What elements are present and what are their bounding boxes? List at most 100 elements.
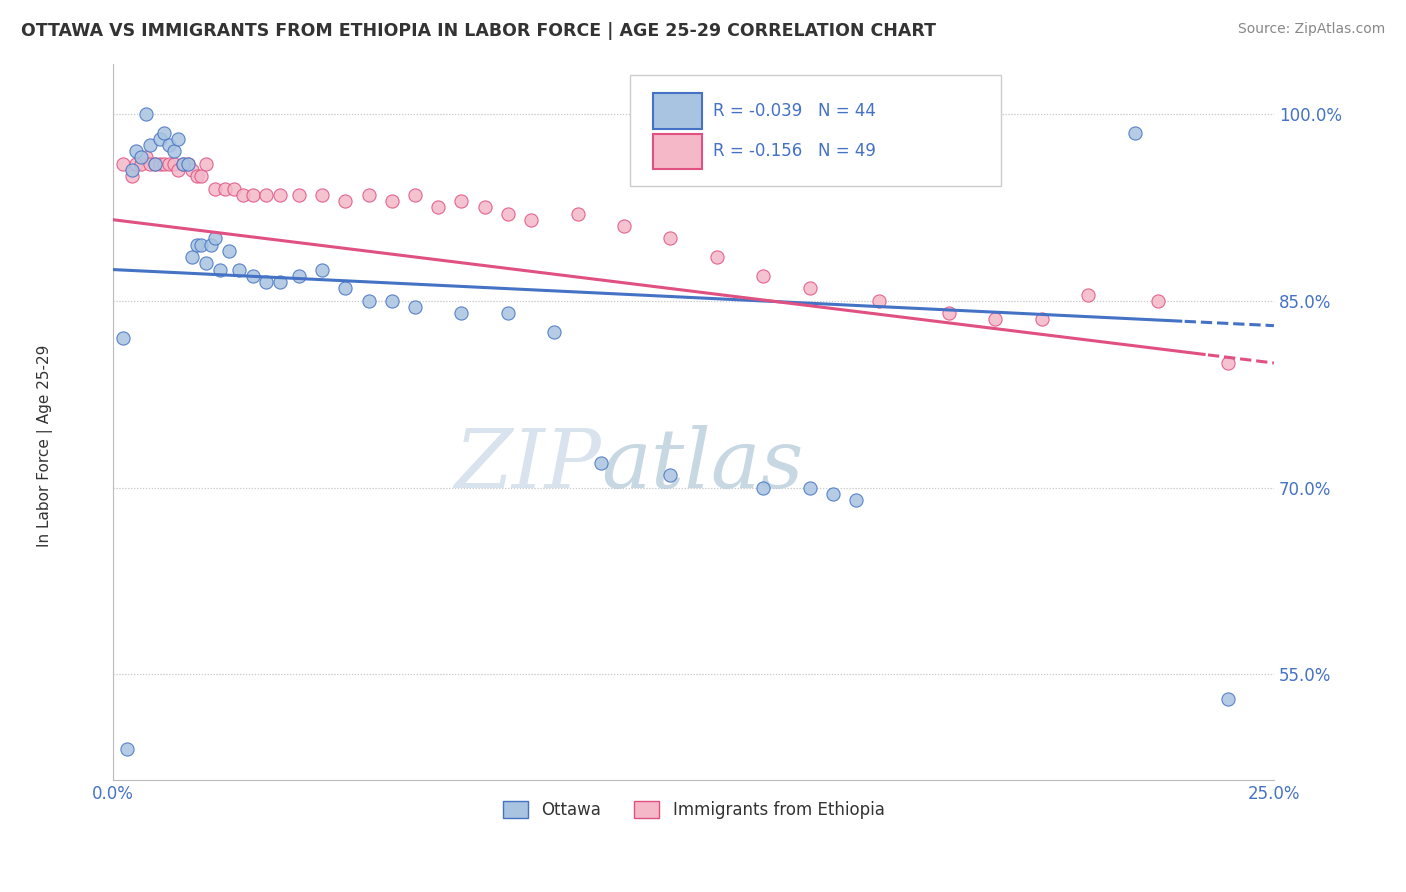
Point [115,742,138,756]
Point [162,157,184,171]
Point [153,126,176,140]
Point [496,306,519,320]
Point [121,163,143,178]
Point [143,157,166,171]
Point [256,187,278,202]
Point [938,306,960,320]
Point [311,187,333,202]
Point [474,200,496,214]
Point [129,157,152,171]
Point [311,262,333,277]
Point [222,181,245,195]
Point [149,132,172,146]
Text: R = -0.039   N = 44: R = -0.039 N = 44 [713,103,876,120]
Point [427,200,450,214]
Point [190,237,212,252]
Point [209,262,232,277]
Point [181,250,204,264]
Point [1123,126,1146,140]
Point [242,187,264,202]
Point [149,157,172,171]
Point [752,481,775,495]
Point [157,157,180,171]
Point [404,187,426,202]
Point [706,250,728,264]
Point [228,262,250,277]
Point [200,237,222,252]
Point [335,194,357,208]
Point [139,138,162,153]
Point [172,157,194,171]
Point [125,145,148,159]
Point [167,132,190,146]
Point [613,219,636,233]
Point [589,456,612,470]
Point [129,151,152,165]
Point [176,157,198,171]
Point [111,157,134,171]
Point [186,237,208,252]
Point [153,157,176,171]
Point [195,256,218,270]
Point [984,312,1007,326]
Point [167,163,190,178]
Text: Source: ZipAtlas.com: Source: ZipAtlas.com [1237,22,1385,37]
Point [357,293,380,308]
Point [256,275,278,289]
Point [232,187,254,202]
Point [1031,312,1053,326]
Point [186,169,208,183]
Point [659,468,682,483]
Point [162,145,184,159]
Point [111,331,134,345]
Point [139,157,162,171]
Point [659,231,682,245]
Point [1216,692,1239,706]
Point [135,107,157,121]
Point [450,194,472,208]
Legend: Ottawa, Immigrants from Ethiopia: Ottawa, Immigrants from Ethiopia [496,794,891,826]
Point [381,194,404,208]
Text: In Labor Force | Age 25-29: In Labor Force | Age 25-29 [37,345,53,547]
Point [496,206,519,220]
Point [1216,356,1239,370]
Point [752,268,775,283]
Point [799,281,821,295]
Point [821,487,844,501]
Point [288,268,311,283]
Text: R = -0.156   N = 49: R = -0.156 N = 49 [713,143,876,161]
Point [204,231,226,245]
FancyBboxPatch shape [630,75,1001,186]
Point [195,157,218,171]
Point [125,157,148,171]
Point [1147,293,1170,308]
Point [868,293,890,308]
Point [520,212,543,227]
Text: ZIP: ZIP [454,425,600,505]
Point [269,187,291,202]
Point [121,169,143,183]
Point [269,275,291,289]
Point [157,138,180,153]
Point [172,157,194,171]
Text: atlas: atlas [600,425,803,505]
FancyBboxPatch shape [652,134,702,169]
Point [176,157,198,171]
Point [190,169,212,183]
Point [135,151,157,165]
Text: OTTAWA VS IMMIGRANTS FROM ETHIOPIA IN LABOR FORCE | AGE 25-29 CORRELATION CHART: OTTAWA VS IMMIGRANTS FROM ETHIOPIA IN LA… [21,22,936,40]
Point [845,493,868,508]
Point [543,325,565,339]
Point [404,300,426,314]
Point [1077,287,1099,301]
Point [214,181,236,195]
Point [143,157,166,171]
Point [242,268,264,283]
Point [204,181,226,195]
Point [381,293,404,308]
Point [450,306,472,320]
FancyBboxPatch shape [652,94,702,128]
Point [335,281,357,295]
Point [288,187,311,202]
Point [357,187,380,202]
